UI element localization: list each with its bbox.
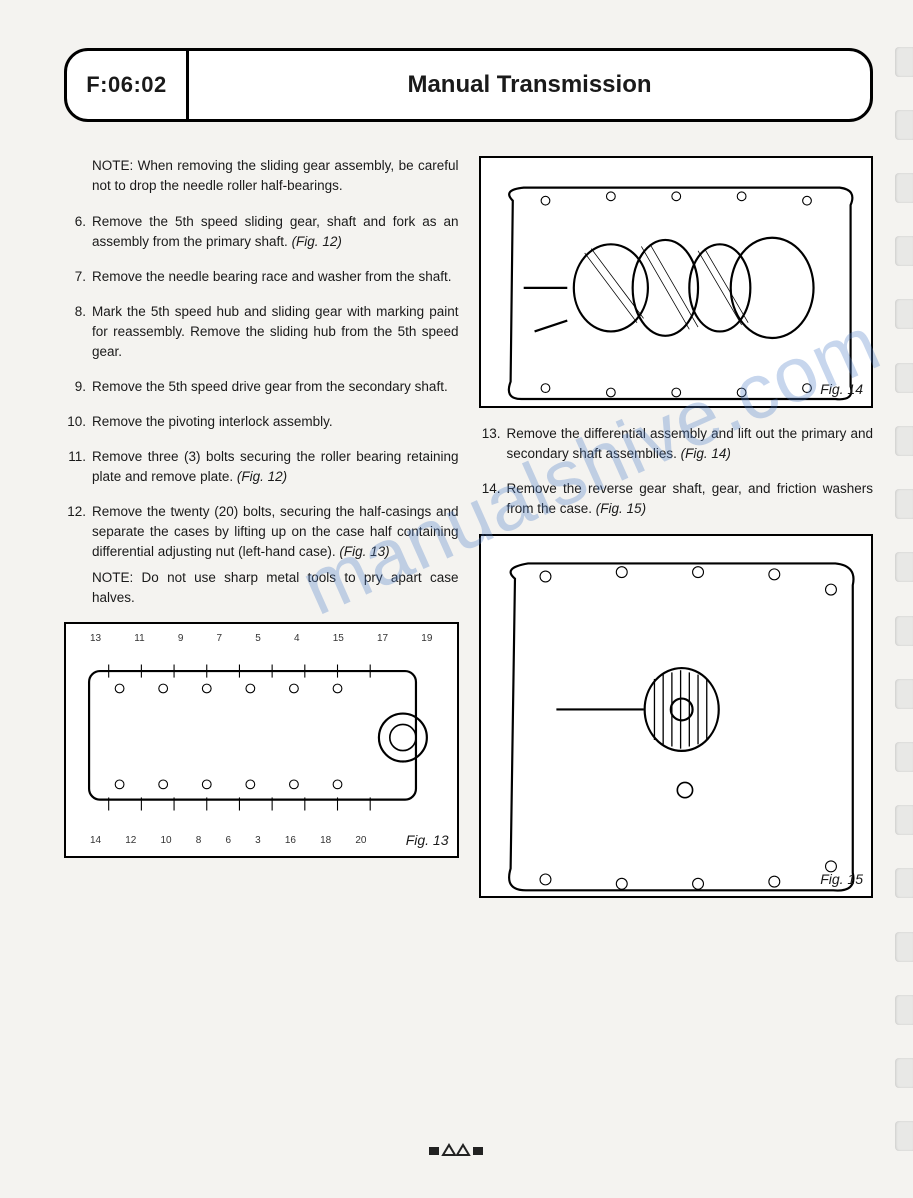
- binding-tab: [895, 1058, 913, 1088]
- fig13-caption: Fig. 13: [406, 830, 449, 851]
- binding-tab: [895, 1121, 913, 1151]
- binding-tab: [895, 173, 913, 203]
- binding-tab: [895, 426, 913, 456]
- step-text: Remove the reverse gear shaft, gear, and…: [507, 479, 874, 519]
- intro-note: NOTE: When removing the sliding gear ass…: [92, 156, 459, 196]
- step-10: 10. Remove the pivoting interlock assemb…: [64, 412, 459, 432]
- step-number: 10.: [64, 412, 92, 432]
- step-12-note: NOTE: Do not use sharp metal tools to pr…: [92, 568, 459, 608]
- header-box: F:06:02 Manual Transmission: [64, 48, 873, 122]
- step-number: 6.: [64, 212, 92, 252]
- binding-tab: [895, 616, 913, 646]
- fig14-caption: Fig. 14: [820, 379, 863, 400]
- step-text: Remove the needle bearing race and washe…: [92, 267, 459, 287]
- step-8: 8. Mark the 5th speed hub and sliding ge…: [64, 302, 459, 362]
- binding-tab: [895, 363, 913, 393]
- section-code: F:06:02: [67, 51, 189, 119]
- figure-14: Fig. 14: [479, 156, 874, 408]
- step-text: Mark the 5th speed hub and sliding gear …: [92, 302, 459, 362]
- binding-tab: [895, 489, 913, 519]
- step-number: 8.: [64, 302, 92, 362]
- binding-tab: [895, 236, 913, 266]
- step-number: 12.: [64, 502, 92, 608]
- step-text: Remove three (3) bolts securing the roll…: [92, 447, 459, 487]
- figure-15: Fig. 15: [479, 534, 874, 898]
- step-text: Remove the 5th speed sliding gear, shaft…: [92, 212, 459, 252]
- binding-tab: [895, 110, 913, 140]
- fig15-caption: Fig. 15: [820, 869, 863, 890]
- figure-13: 13 11 9 7 5 4 15 17 19: [64, 622, 459, 858]
- step-number: 14.: [479, 479, 507, 519]
- fig13-bottom-labels: 14 12 10 8 6 3 16 18 20: [90, 834, 367, 849]
- right-column: Fig. 14 13. Remove the differential asse…: [479, 156, 874, 914]
- step-14: 14. Remove the reverse gear shaft, gear,…: [479, 479, 874, 519]
- fig14-illustration: [491, 168, 861, 408]
- section-title: Manual Transmission: [189, 51, 870, 119]
- fig13-illustration: [76, 634, 446, 841]
- step-number: 9.: [64, 377, 92, 397]
- step-11: 11. Remove three (3) bolts securing the …: [64, 447, 459, 487]
- fig15-illustration: [491, 546, 861, 906]
- binding-tab: [895, 299, 913, 329]
- binding-tab: [895, 552, 913, 582]
- step-text: Remove the differential assembly and lif…: [507, 424, 874, 464]
- binding-tab: [895, 868, 913, 898]
- left-column: NOTE: When removing the sliding gear ass…: [64, 156, 459, 914]
- step-number: 13.: [479, 424, 507, 464]
- step-9: 9. Remove the 5th speed drive gear from …: [64, 377, 459, 397]
- binding-tab: [895, 932, 913, 962]
- step-text: Remove the 5th speed drive gear from the…: [92, 377, 459, 397]
- binding-tabs: [887, 0, 913, 1198]
- steps-left: 6. Remove the 5th speed sliding gear, sh…: [64, 212, 459, 608]
- steps-right: 13. Remove the differential assembly and…: [479, 424, 874, 519]
- step-number: 7.: [64, 267, 92, 287]
- step-7: 7. Remove the needle bearing race and wa…: [64, 267, 459, 287]
- step-13: 13. Remove the differential assembly and…: [479, 424, 874, 464]
- dmc-logo-icon: [429, 1143, 485, 1157]
- binding-tab: [895, 805, 913, 835]
- step-number: 11.: [64, 447, 92, 487]
- binding-tab: [895, 742, 913, 772]
- step-text: Remove the pivoting interlock assembly.: [92, 412, 459, 432]
- step-6: 6. Remove the 5th speed sliding gear, sh…: [64, 212, 459, 252]
- binding-tab: [895, 995, 913, 1025]
- step-text: Remove the twenty (20) bolts, securing t…: [92, 502, 459, 608]
- footer-logo: [429, 1143, 485, 1162]
- step-12: 12. Remove the twenty (20) bolts, securi…: [64, 502, 459, 608]
- binding-tab: [895, 47, 913, 77]
- binding-tab: [895, 679, 913, 709]
- content-columns: NOTE: When removing the sliding gear ass…: [64, 156, 873, 914]
